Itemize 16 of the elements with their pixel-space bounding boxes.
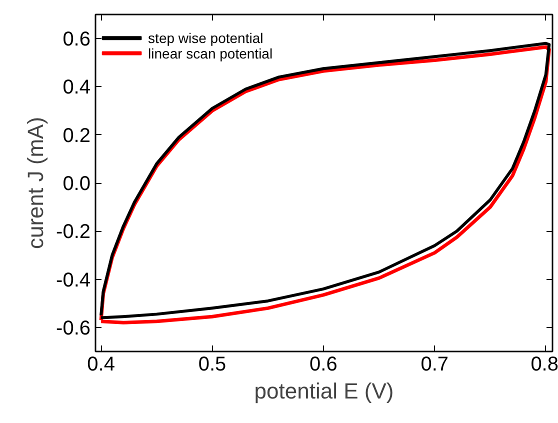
x-tick-label: 0.8: [530, 354, 558, 376]
y-tick-label: 0.4: [62, 76, 91, 99]
y-tick-label: -0.2: [56, 221, 91, 244]
x-tick-label: 0.5: [198, 354, 226, 376]
y-tick-label: -0.6: [56, 317, 91, 340]
x-tick-label: 0.7: [420, 354, 449, 376]
y-axis-title: curent J (mA): [23, 116, 48, 250]
y-tick-label: 0.2: [62, 124, 91, 147]
legend-label: linear scan potential: [148, 45, 273, 62]
y-tick-label: -0.4: [56, 269, 91, 292]
x-tick-label: 0.6: [310, 354, 338, 376]
x-axis-title: potential E (V): [254, 378, 394, 404]
y-tick-label: 0.0: [62, 173, 91, 195]
legend-label: step wise potential: [148, 30, 264, 46]
x-tick-label: 0.4: [87, 354, 115, 376]
y-tick-label: 0.6: [62, 28, 91, 51]
